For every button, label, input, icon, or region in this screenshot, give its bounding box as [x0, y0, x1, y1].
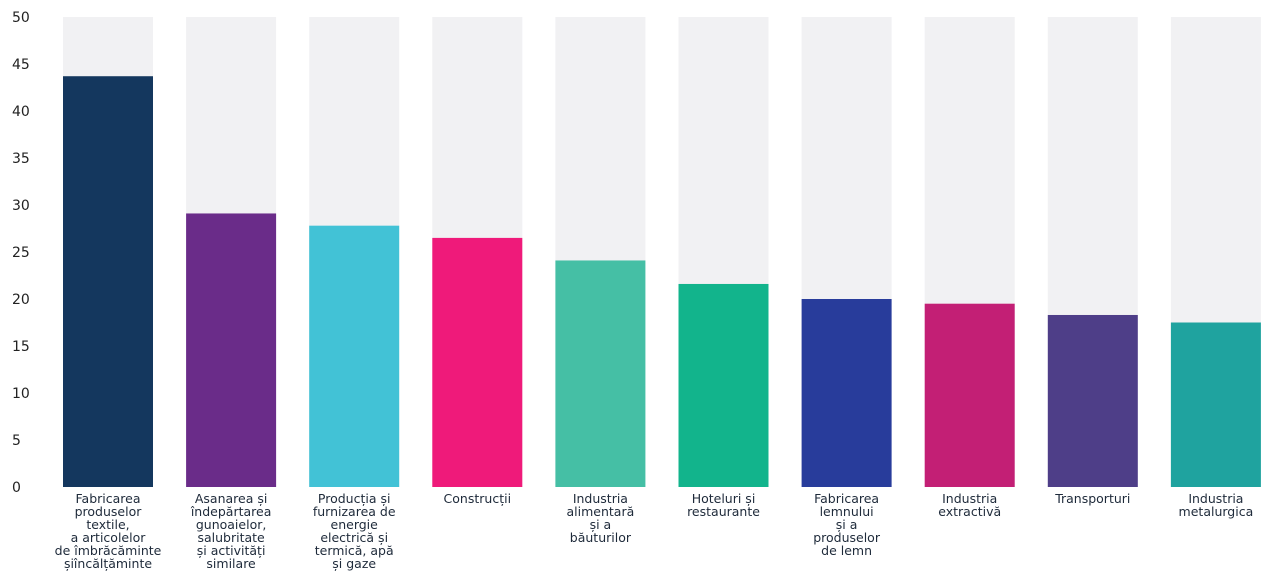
- bar: [1170, 322, 1261, 487]
- y-tick-label: 35: [12, 151, 30, 167]
- y-tick-label: 30: [12, 198, 30, 214]
- y-tick-label: 40: [12, 104, 30, 120]
- bar: [432, 237, 523, 487]
- y-tick-label: 10: [12, 386, 30, 402]
- y-tick-label: 25: [12, 245, 30, 261]
- bars: [63, 17, 1261, 487]
- y-tick-label: 0: [12, 480, 21, 496]
- bar: [63, 76, 153, 487]
- bar: [924, 303, 1015, 487]
- bar: [801, 299, 892, 487]
- bar: [1047, 314, 1138, 487]
- y-tick-label: 45: [12, 57, 30, 73]
- y-tick-label: 50: [12, 10, 30, 26]
- y-tick-label: 15: [12, 339, 30, 355]
- bar: [555, 260, 646, 487]
- bar: [309, 225, 400, 487]
- y-tick-label: 20: [12, 292, 30, 308]
- y-axis: 0 5 10 15 20 25 30 35 40 45 50: [12, 10, 30, 496]
- y-tick-label: 5: [12, 433, 21, 449]
- bar: [186, 213, 277, 487]
- bar: [678, 283, 769, 487]
